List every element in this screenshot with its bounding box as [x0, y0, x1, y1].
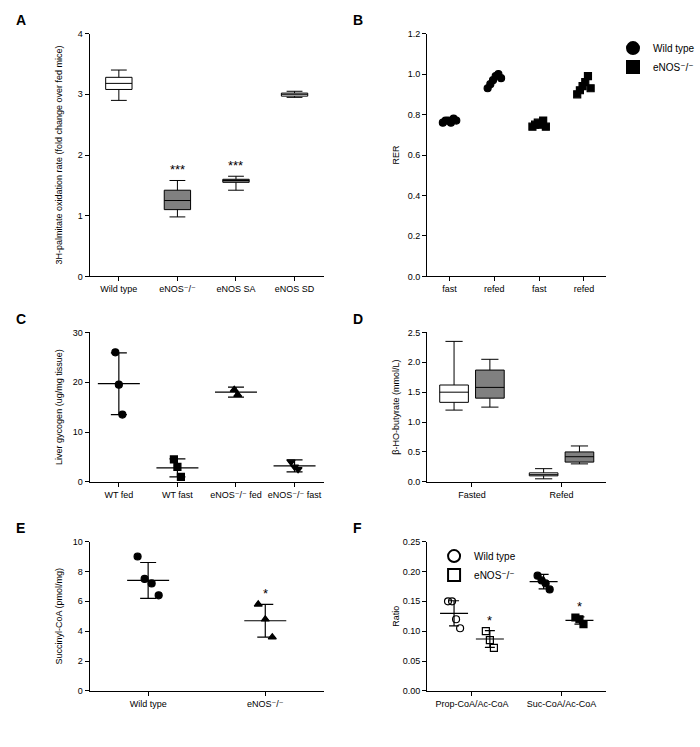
- svg-text:4: 4: [78, 29, 83, 39]
- svg-text:0.25: 0.25: [403, 537, 421, 547]
- svg-text:Wild type: Wild type: [653, 43, 695, 54]
- svg-text:fast: fast: [442, 284, 457, 294]
- svg-text:WT fed: WT fed: [104, 490, 133, 500]
- svg-text:10: 10: [73, 537, 83, 547]
- svg-text:Liver gycogen (ug/mg tissue): Liver gycogen (ug/mg tissue): [54, 349, 64, 465]
- svg-text:0.5: 0.5: [408, 447, 421, 457]
- svg-text:Prop-CoA/Ac-CoA: Prop-CoA/Ac-CoA: [435, 699, 508, 709]
- svg-text:Succinyl-CoA (pmol/mg): Succinyl-CoA (pmol/mg): [54, 568, 64, 665]
- svg-text:Refed: Refed: [550, 490, 574, 500]
- svg-text:0.00: 0.00: [403, 686, 421, 696]
- svg-text:1.0: 1.0: [408, 69, 421, 79]
- svg-text:***: ***: [228, 158, 243, 173]
- svg-text:*: *: [577, 599, 582, 614]
- svg-text:0.05: 0.05: [403, 656, 421, 666]
- svg-text:0.0: 0.0: [408, 477, 421, 487]
- svg-text:β-HO-butyrate (mmol/L): β-HO-butyrate (mmol/L): [391, 360, 401, 455]
- svg-text:1: 1: [78, 211, 83, 221]
- svg-text:20: 20: [73, 377, 83, 387]
- svg-text:C: C: [16, 311, 26, 327]
- svg-text:*: *: [487, 613, 492, 628]
- svg-text:refed: refed: [484, 284, 505, 294]
- svg-text:0.2: 0.2: [408, 231, 421, 241]
- svg-text:B: B: [353, 12, 363, 28]
- svg-text:E: E: [16, 520, 25, 536]
- svg-text:refed: refed: [574, 284, 595, 294]
- svg-text:A: A: [16, 12, 26, 28]
- svg-text:0.8: 0.8: [408, 110, 421, 120]
- svg-text:Fasted: Fasted: [458, 490, 486, 500]
- svg-text:Ratio: Ratio: [391, 606, 401, 627]
- svg-text:***: ***: [170, 162, 185, 177]
- svg-text:*: *: [263, 586, 268, 601]
- svg-text:4: 4: [78, 626, 83, 636]
- svg-text:Suc-CoA/Ac-CoA: Suc-CoA/Ac-CoA: [527, 699, 597, 709]
- svg-text:F: F: [353, 520, 362, 536]
- svg-text:eNOS⁻/⁻: eNOS⁻/⁻: [474, 570, 515, 581]
- svg-text:1.5: 1.5: [408, 387, 421, 397]
- svg-text:eNOS SA: eNOS SA: [216, 284, 255, 294]
- svg-text:RER: RER: [391, 145, 401, 165]
- svg-text:eNOS⁻/⁻: eNOS⁻/⁻: [159, 284, 196, 294]
- svg-text:0.10: 0.10: [403, 626, 421, 636]
- svg-text:2.0: 2.0: [408, 357, 421, 367]
- svg-text:0.6: 0.6: [408, 150, 421, 160]
- svg-text:0: 0: [78, 477, 83, 487]
- svg-text:3: 3: [78, 89, 83, 99]
- svg-text:2: 2: [78, 656, 83, 666]
- svg-text:0.4: 0.4: [408, 191, 421, 201]
- svg-text:30: 30: [73, 328, 83, 338]
- svg-text:1.0: 1.0: [408, 417, 421, 427]
- svg-text:Wild type: Wild type: [130, 699, 167, 709]
- svg-text:3H-palmitate oxidation rate (f: 3H-palmitate oxidation rate (fold change…: [54, 45, 64, 264]
- svg-text:D: D: [353, 311, 363, 327]
- svg-text:0.20: 0.20: [403, 567, 421, 577]
- svg-text:eNOS⁻/⁻ fast: eNOS⁻/⁻ fast: [268, 490, 322, 500]
- svg-text:Wild type: Wild type: [100, 284, 137, 294]
- svg-text:eNOS SD: eNOS SD: [275, 284, 315, 294]
- svg-text:0.0: 0.0: [408, 272, 421, 282]
- svg-text:eNOS⁻/⁻: eNOS⁻/⁻: [653, 62, 694, 73]
- svg-text:8: 8: [78, 567, 83, 577]
- svg-text:eNOS⁻/⁻: eNOS⁻/⁻: [247, 699, 284, 709]
- svg-text:0: 0: [78, 686, 83, 696]
- svg-text:10: 10: [73, 427, 83, 437]
- svg-text:eNOS⁻/⁻ fed: eNOS⁻/⁻ fed: [210, 490, 262, 500]
- svg-text:0.15: 0.15: [403, 596, 421, 606]
- svg-text:fast: fast: [532, 284, 547, 294]
- svg-text:2.5: 2.5: [408, 328, 421, 338]
- svg-text:2: 2: [78, 150, 83, 160]
- svg-text:0: 0: [78, 272, 83, 282]
- svg-text:Wild type: Wild type: [474, 551, 516, 562]
- svg-text:6: 6: [78, 596, 83, 606]
- svg-text:1.2: 1.2: [408, 29, 421, 39]
- svg-text:WT fast: WT fast: [162, 490, 193, 500]
